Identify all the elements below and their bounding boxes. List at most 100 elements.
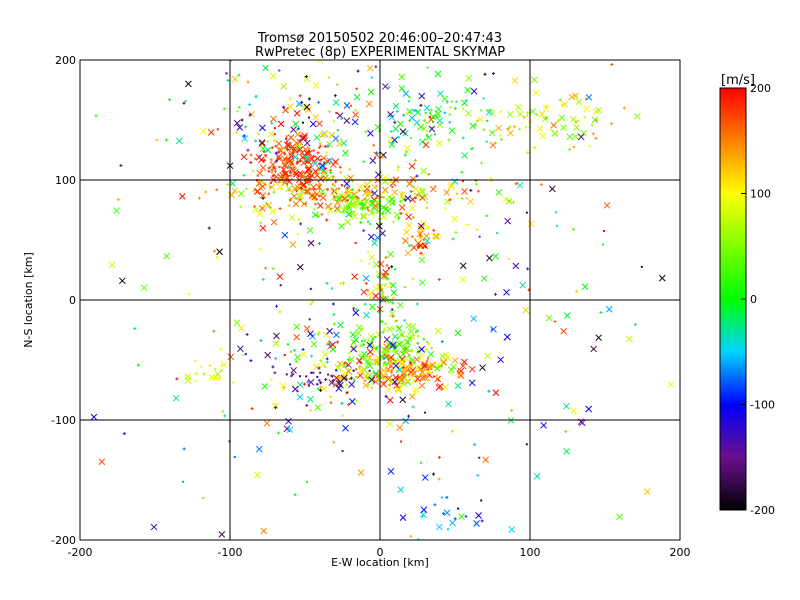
data-point-plus <box>427 225 431 229</box>
data-point-x <box>260 527 268 535</box>
data-point-plus <box>567 148 571 152</box>
data-point-dot <box>478 235 481 238</box>
data-point-plus <box>323 365 327 369</box>
data-point-dot <box>413 362 416 365</box>
data-point-x <box>338 222 345 230</box>
data-point-dot <box>293 173 296 176</box>
data-point-plus <box>413 158 417 162</box>
data-point-x <box>385 374 393 382</box>
data-point-plus <box>347 351 351 355</box>
data-point-plus <box>254 95 258 99</box>
data-point-x <box>486 254 493 262</box>
data-point-x <box>437 90 444 97</box>
data-point-x <box>264 146 272 154</box>
data-point-x <box>530 76 538 84</box>
data-point-plus <box>475 228 479 232</box>
data-point-plus <box>307 152 311 156</box>
data-point-dot <box>254 157 257 160</box>
data-point-x <box>402 417 410 425</box>
data-point-plus <box>267 192 271 196</box>
data-point-x <box>391 378 399 386</box>
data-point-plus <box>405 150 409 154</box>
data-point-x <box>360 288 368 296</box>
data-point-plus <box>334 180 338 184</box>
data-point-plus <box>330 374 334 378</box>
data-point-plus <box>254 139 258 143</box>
data-point-plus <box>218 347 222 351</box>
data-point-dot <box>312 371 315 374</box>
data-point-x <box>310 183 317 191</box>
data-point-x <box>469 122 477 130</box>
data-point-dot <box>419 236 422 239</box>
data-point-x <box>575 98 583 106</box>
data-point-x <box>296 146 304 153</box>
data-point-plus <box>442 511 446 515</box>
data-point-dot <box>261 181 264 184</box>
data-point-plus <box>317 182 321 186</box>
data-point-dot <box>221 410 224 413</box>
data-point-x <box>309 120 317 128</box>
data-point-dot <box>264 267 267 270</box>
data-point-dot <box>425 348 428 351</box>
data-point-x <box>436 139 443 147</box>
data-point-plus <box>286 147 290 151</box>
data-point-plus <box>250 407 254 411</box>
y-axis-label: N-S location [km] <box>22 252 35 348</box>
data-point-plus <box>307 147 311 151</box>
data-point-dot <box>394 320 397 323</box>
data-point-dot <box>352 369 355 372</box>
data-point-dot <box>289 171 292 174</box>
data-point-x <box>311 160 319 167</box>
data-point-x <box>366 341 374 349</box>
data-point-x <box>172 394 180 402</box>
data-point-plus <box>432 228 436 232</box>
data-point-x <box>262 64 269 72</box>
data-point-dot <box>216 128 219 131</box>
data-point-plus <box>362 160 366 164</box>
data-point-plus <box>383 327 387 331</box>
data-point-x <box>371 239 378 247</box>
data-point-plus <box>251 189 255 193</box>
data-point-x <box>421 242 429 250</box>
data-point-x <box>276 273 284 280</box>
data-point-plus <box>287 204 291 208</box>
data-point-x <box>443 509 451 517</box>
data-point-x <box>421 360 428 368</box>
data-point-x <box>429 361 436 369</box>
data-point-dot <box>313 208 316 211</box>
data-point-plus <box>493 292 497 296</box>
data-point-plus <box>518 127 522 131</box>
data-point-x <box>440 359 448 366</box>
data-point-plus <box>433 185 437 189</box>
data-point-plus <box>319 385 323 389</box>
data-point-x <box>291 185 299 192</box>
data-point-plus <box>396 375 400 379</box>
data-point-dot <box>499 134 502 137</box>
data-point-plus <box>278 207 282 211</box>
data-point-dot <box>327 373 330 376</box>
data-point-plus <box>223 414 227 418</box>
data-point-x <box>140 284 148 292</box>
data-point-plus <box>300 101 304 105</box>
data-point-plus <box>319 359 323 363</box>
data-point-x <box>595 334 602 342</box>
data-point-x <box>399 396 407 404</box>
data-point-plus <box>480 161 484 165</box>
data-point-x <box>409 204 416 212</box>
x-tick-label: 200 <box>670 546 691 559</box>
data-point-plus <box>136 363 140 367</box>
data-point-dot <box>394 382 397 385</box>
data-point-plus <box>271 165 275 169</box>
data-point-plus <box>249 161 253 165</box>
data-point-dot <box>296 233 299 236</box>
data-point-dot <box>337 187 340 190</box>
data-point-x <box>398 85 406 92</box>
data-point-plus <box>277 431 281 435</box>
data-point-plus <box>119 163 123 167</box>
data-point-x <box>355 324 363 331</box>
data-point-x <box>511 77 519 84</box>
data-point-x <box>398 330 406 338</box>
data-point-dot <box>419 461 422 464</box>
data-point-dot <box>377 275 380 278</box>
data-point-x <box>418 256 426 264</box>
